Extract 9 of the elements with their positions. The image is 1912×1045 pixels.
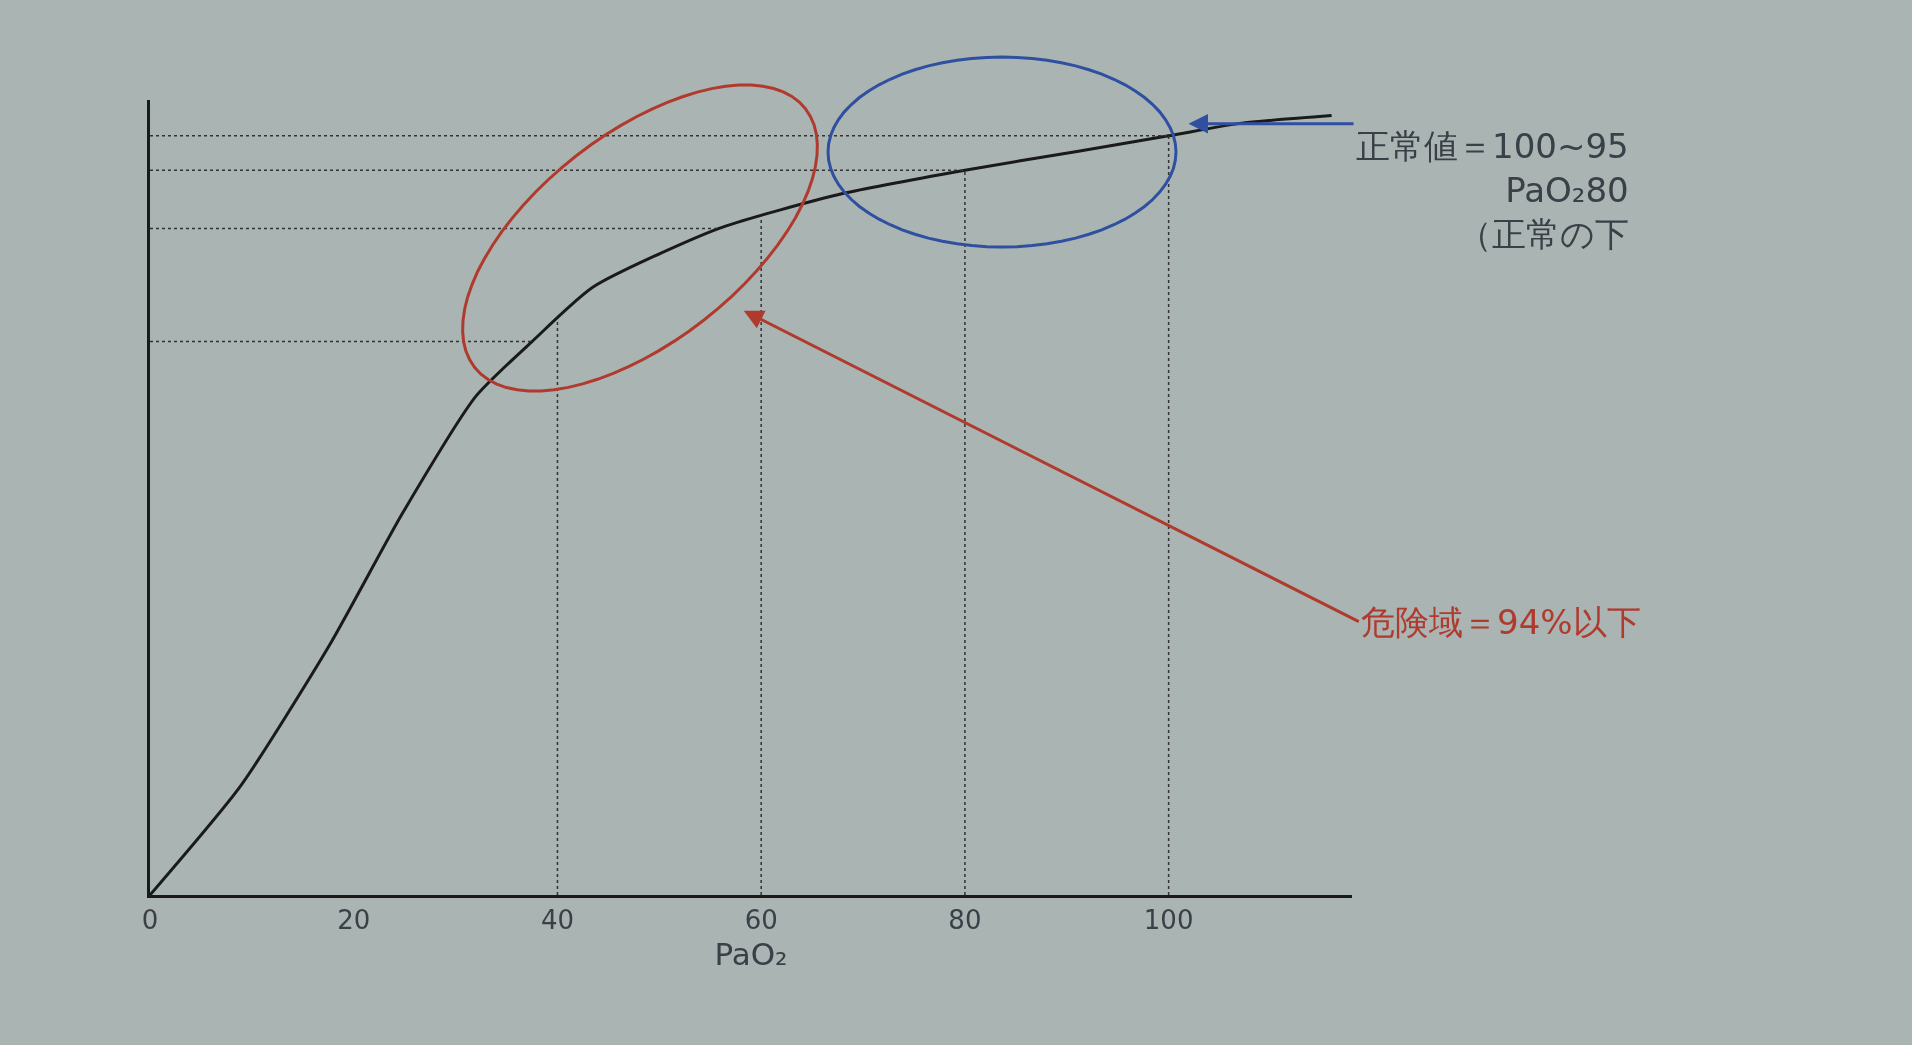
- x-tick-label: 20: [337, 905, 371, 936]
- x-tick-label: 60: [744, 905, 778, 936]
- x-axis-title: PaO₂: [714, 936, 788, 973]
- text: 危険域＝94%以下: [1361, 602, 1641, 642]
- x-tick-label: 40: [540, 905, 575, 936]
- x-tick-label: 100: [1143, 905, 1194, 936]
- x-tick-label: 0: [141, 905, 159, 936]
- x-tick-label: 80: [948, 905, 982, 936]
- text: 正常値＝100~95 PaO₂80 （正常の下: [1356, 126, 1629, 255]
